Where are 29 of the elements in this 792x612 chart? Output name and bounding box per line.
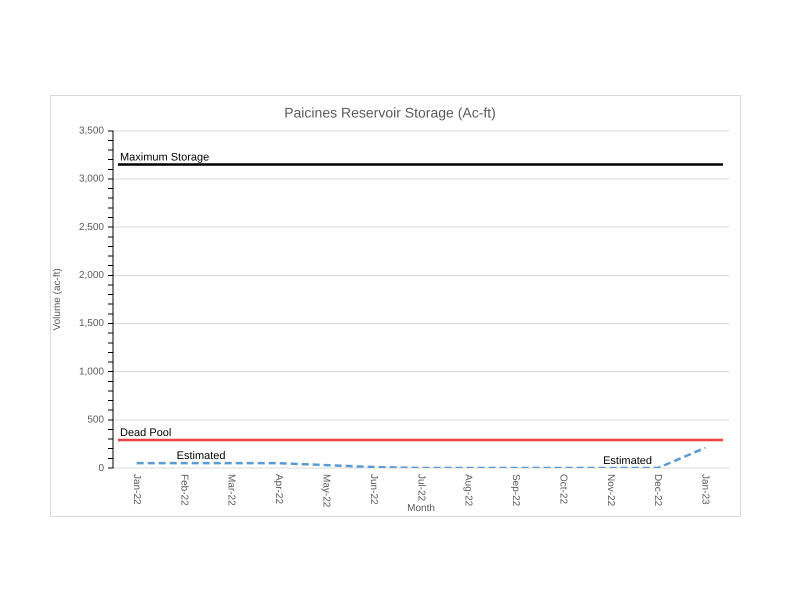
y-tick-label: 500 <box>87 414 104 426</box>
x-tick-label: May-22 <box>320 474 332 508</box>
x-tick-label: Sep-22 <box>510 474 522 507</box>
y-tick-label: 2,500 <box>78 222 104 233</box>
x-tick-label: Oct-22 <box>557 474 568 504</box>
x-tick-label: Nov-22 <box>604 474 616 507</box>
x-tick-label: Dec-22 <box>652 474 664 507</box>
x-tick-label: Jun-22 <box>368 474 379 506</box>
y-tick-label: 3,000 <box>78 174 104 185</box>
ref-line-label: Maximum Storage <box>120 152 210 164</box>
y-tick-label: 1,000 <box>78 366 104 378</box>
y-tick-label: 3,500 <box>78 126 104 137</box>
x-tick-label: Feb-22 <box>178 474 190 506</box>
y-tick-label: 0 <box>98 462 104 474</box>
y-axis-title: Volume (ac-ft) <box>52 268 63 331</box>
x-axis-title: Month <box>407 502 435 514</box>
x-tick-label: Aug-22 <box>462 474 474 507</box>
x-tick-label: Apr-22 <box>273 474 284 504</box>
annotation: Estimated <box>603 455 652 467</box>
x-tick-label: Jan-23 <box>700 474 711 506</box>
ref-line-label: Dead Pool <box>120 427 172 440</box>
annotation: Estimated <box>176 450 226 462</box>
x-tick-label: Jan-22 <box>130 474 142 506</box>
line-series <box>135 446 707 468</box>
y-tick-label: 1,500 <box>78 318 104 330</box>
x-tick-label: Mar-22 <box>226 474 237 506</box>
chart-title: Paicines Reservoir Storage (Ac-ft) <box>284 104 496 120</box>
y-tick-label: 2,000 <box>78 270 104 282</box>
x-tick-label: Jul-22 <box>415 474 426 502</box>
